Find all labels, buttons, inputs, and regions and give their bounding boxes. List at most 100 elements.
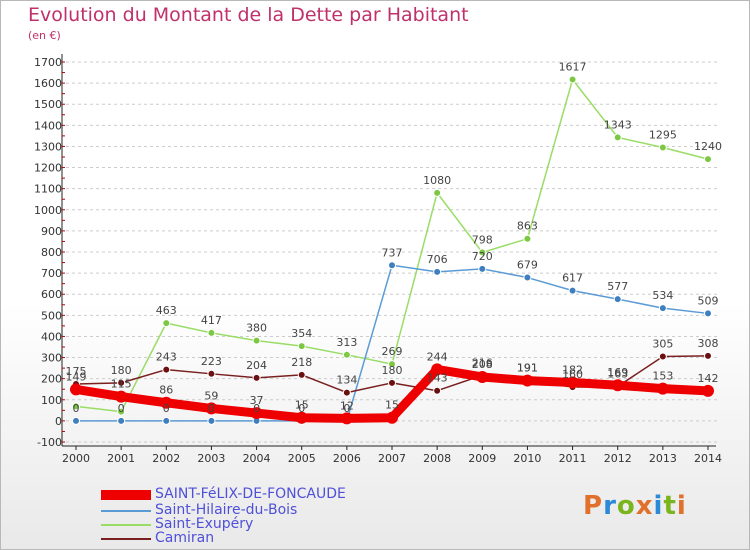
data-point: [160, 396, 173, 409]
data-label: 208: [472, 358, 493, 371]
data-label: 163: [607, 367, 628, 380]
legend-label: Saint-Hilaire-du-Bois: [155, 502, 298, 518]
data-point: [72, 402, 80, 411]
x-tick-label: 2005: [288, 452, 316, 465]
x-tick-label: 2008: [423, 452, 451, 465]
y-tick-label: 200: [41, 373, 62, 386]
data-point: [568, 286, 577, 295]
proxiti-logo: Proxiti: [583, 491, 687, 521]
legend-swatch: [101, 490, 151, 500]
data-label: 417: [201, 314, 222, 327]
legend-swatch: [101, 510, 151, 512]
data-point: [72, 416, 80, 425]
data-point: [297, 370, 306, 379]
legend-swatch: [101, 524, 151, 526]
data-point: [388, 378, 396, 387]
data-point: [568, 75, 577, 84]
data-label: 737: [382, 246, 403, 259]
data-point: [340, 412, 353, 425]
data-point: [207, 328, 216, 337]
y-tick-label: -100: [37, 436, 62, 449]
x-tick-label: 2002: [152, 452, 180, 465]
y-tick-label: 100: [41, 394, 62, 407]
data-label: 0: [298, 402, 305, 415]
data-label: 863: [517, 220, 538, 233]
data-label: 1080: [423, 174, 451, 187]
y-tick-label: 1100: [34, 183, 62, 196]
y-tick-label: 300: [41, 352, 62, 365]
data-label: 269: [382, 345, 403, 358]
data-label: 509: [698, 294, 719, 307]
data-point: [162, 365, 171, 374]
chart-title: Evolution du Montant de la Dette par Hab…: [28, 4, 469, 26]
data-label: 534: [652, 289, 673, 302]
data-label: 1617: [559, 61, 587, 74]
y-tick-label: 400: [41, 330, 62, 343]
data-label: 617: [562, 272, 583, 285]
data-point: [342, 388, 351, 397]
data-point: [704, 309, 712, 318]
data-label: 0: [253, 402, 260, 415]
data-point: [295, 411, 308, 424]
data-point: [115, 390, 128, 403]
data-point: [162, 319, 171, 328]
data-label: 0: [73, 402, 80, 415]
data-label: 180: [382, 364, 403, 377]
y-tick-label: 800: [41, 246, 62, 259]
data-label: 180: [111, 364, 132, 377]
data-label: 0: [343, 402, 350, 415]
data-point: [117, 407, 126, 416]
data-point: [478, 248, 487, 257]
data-point: [388, 261, 396, 270]
data-point: [613, 295, 622, 304]
legend-label: Camiran: [155, 530, 215, 546]
data-label: 15: [295, 399, 309, 412]
data-label: 149: [66, 370, 87, 383]
y-tick-label: 1000: [34, 204, 62, 217]
x-tick-label: 2012: [604, 452, 632, 465]
chart-unit-label: (en €): [28, 29, 61, 42]
data-label: 59: [204, 389, 218, 402]
data-label: 182: [562, 363, 583, 376]
data-point: [523, 234, 532, 243]
x-tick-label: 2006: [333, 452, 361, 465]
x-tick-label: 2001: [107, 452, 135, 465]
data-point: [433, 267, 442, 276]
data-point: [117, 416, 126, 425]
x-tick-label: 2014: [694, 452, 722, 465]
data-point: [388, 360, 396, 369]
data-label: 1343: [604, 118, 632, 131]
data-point: [433, 386, 442, 395]
data-label: 160: [562, 368, 583, 381]
data-point: [207, 416, 216, 425]
data-label: 15: [385, 399, 399, 412]
y-tick-label: 1500: [34, 98, 62, 111]
data-point: [523, 273, 532, 282]
data-point: [658, 304, 667, 313]
data-point: [162, 416, 171, 425]
data-label: 244: [427, 350, 448, 363]
data-label: 577: [607, 280, 628, 293]
data-label: 0: [163, 402, 170, 415]
data-point: [658, 143, 667, 152]
y-tick-label: 500: [41, 309, 62, 322]
data-label: 679: [517, 259, 538, 272]
data-point: [611, 379, 624, 392]
data-point: [431, 363, 444, 376]
data-label: 86: [159, 384, 173, 397]
data-point: [386, 411, 398, 424]
y-tick-label: 1700: [34, 56, 62, 69]
data-point: [70, 383, 82, 396]
y-tick-label: 900: [41, 225, 62, 238]
data-label: 142: [698, 372, 719, 385]
data-label: 0: [208, 402, 215, 415]
legend-label: Saint-Exupéry: [155, 516, 254, 532]
x-tick-label: 2004: [243, 452, 271, 465]
data-label: 305: [652, 338, 673, 351]
data-point: [566, 376, 579, 389]
data-label: 191: [517, 362, 538, 375]
data-label: 463: [156, 304, 177, 317]
data-label: 798: [472, 233, 493, 246]
data-label: 354: [291, 327, 312, 340]
data-label: 175: [66, 365, 87, 378]
